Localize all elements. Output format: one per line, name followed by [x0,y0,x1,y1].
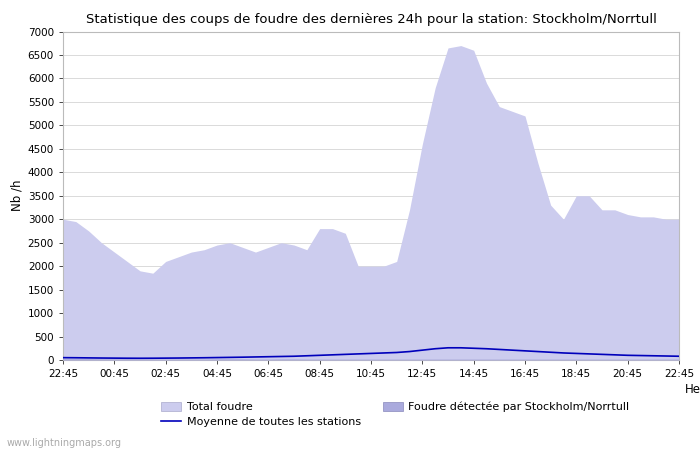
Legend: Total foudre, Moyenne de toutes les stations, Foudre détectée par Stockholm/Norr: Total foudre, Moyenne de toutes les stat… [161,402,629,427]
Title: Statistique des coups de foudre des dernières 24h pour la station: Stockholm/Nor: Statistique des coups de foudre des dern… [85,13,657,26]
Y-axis label: Nb /h: Nb /h [10,180,24,211]
Text: Heure: Heure [685,383,700,396]
Text: www.lightningmaps.org: www.lightningmaps.org [7,438,122,448]
